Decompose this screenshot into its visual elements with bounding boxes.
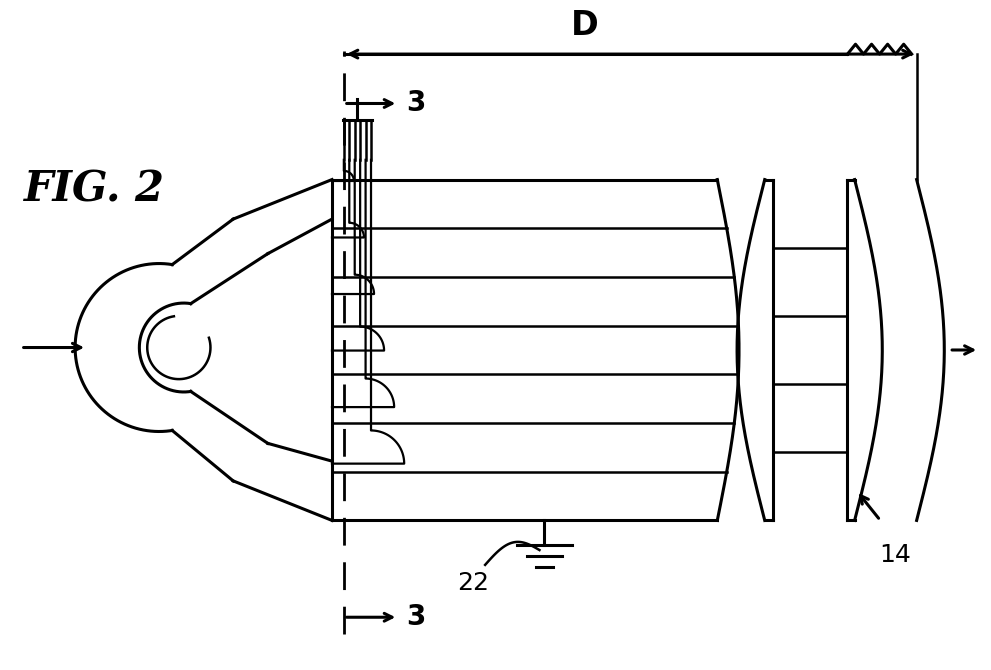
- Text: D: D: [571, 9, 599, 42]
- Text: 22: 22: [457, 571, 490, 595]
- Text: 3: 3: [406, 90, 425, 117]
- Text: FIG. 2: FIG. 2: [24, 168, 165, 210]
- Text: 3: 3: [406, 603, 425, 631]
- Text: 14: 14: [879, 543, 911, 567]
